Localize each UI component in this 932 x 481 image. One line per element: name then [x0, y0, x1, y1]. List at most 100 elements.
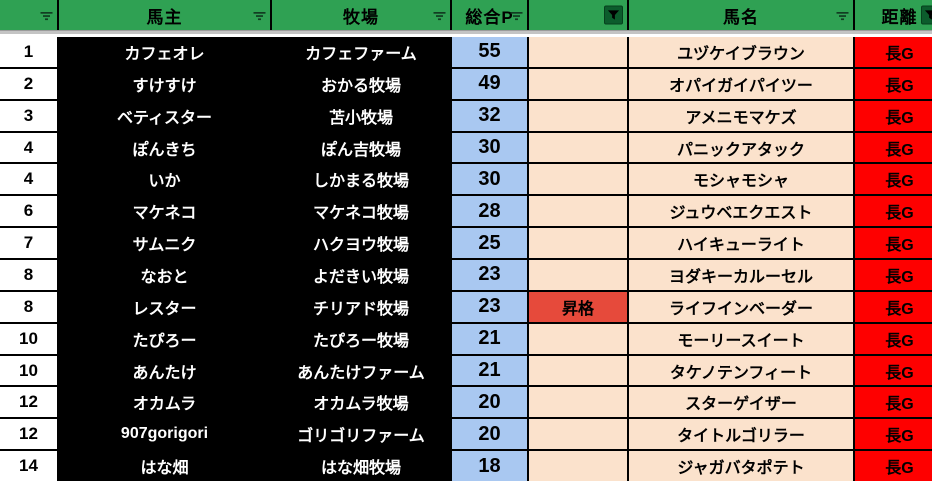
filter-active-funnel-icon[interactable] — [604, 5, 623, 25]
header-cell[interactable]: 距離 — [855, 0, 932, 30]
farm-cell[interactable]: オカムラ牧場 — [272, 387, 450, 418]
status-cell[interactable] — [529, 132, 627, 163]
points-cell[interactable]: 55 — [452, 37, 527, 67]
distance-cell[interactable]: 長G — [855, 387, 932, 418]
farm-cell[interactable]: はな畑牧場 — [272, 451, 450, 481]
owner-cell[interactable]: 907gorigori — [59, 419, 270, 450]
points-cell[interactable]: 25 — [452, 228, 527, 259]
horse-name-cell[interactable]: パニックアタック — [629, 132, 853, 163]
rank-cell[interactable]: 12 — [0, 387, 57, 418]
owner-cell[interactable]: マケネコ — [59, 196, 270, 227]
owner-cell[interactable]: オカムラ — [59, 387, 270, 418]
rank-cell[interactable]: 4 — [0, 164, 57, 195]
farm-cell[interactable]: カフェファーム — [272, 37, 450, 67]
rank-cell[interactable]: 10 — [0, 323, 57, 354]
rank-cell[interactable]: 8 — [0, 291, 57, 322]
distance-cell[interactable]: 長G — [855, 260, 932, 290]
header-cell[interactable]: 総合P — [452, 0, 527, 30]
points-cell[interactable]: 49 — [452, 68, 527, 99]
distance-cell[interactable]: 長G — [855, 451, 932, 481]
filter-active-funnel-icon[interactable] — [921, 5, 932, 25]
distance-cell[interactable]: 長G — [855, 68, 932, 99]
status-cell[interactable] — [529, 323, 627, 354]
owner-cell[interactable]: ベティスター — [59, 100, 270, 131]
status-cell[interactable] — [529, 451, 627, 481]
status-cell[interactable] — [529, 228, 627, 259]
rank-cell[interactable]: 3 — [0, 100, 57, 131]
rank-cell[interactable]: 14 — [0, 451, 57, 481]
horse-name-cell[interactable]: ユヅケイブラウン — [629, 37, 853, 67]
status-cell[interactable] — [529, 196, 627, 227]
header-cell[interactable]: 馬主 — [59, 0, 270, 30]
points-cell[interactable]: 28 — [452, 196, 527, 227]
farm-cell[interactable]: あんたけファーム — [272, 355, 450, 386]
status-cell[interactable] — [529, 355, 627, 386]
horse-name-cell[interactable]: タケノテンフィート — [629, 355, 853, 386]
distance-cell[interactable]: 長G — [855, 164, 932, 195]
status-cell[interactable] — [529, 37, 627, 67]
distance-cell[interactable]: 長G — [855, 291, 932, 322]
rank-cell[interactable]: 7 — [0, 228, 57, 259]
distance-cell[interactable]: 長G — [855, 355, 932, 386]
owner-cell[interactable]: いか — [59, 164, 270, 195]
rank-cell[interactable]: 4 — [0, 132, 57, 163]
owner-cell[interactable]: カフェオレ — [59, 37, 270, 67]
status-cell[interactable] — [529, 419, 627, 450]
distance-cell[interactable]: 長G — [855, 37, 932, 67]
horse-name-cell[interactable]: アメニモマケズ — [629, 100, 853, 131]
farm-cell[interactable]: 苫小牧場 — [272, 100, 450, 131]
farm-cell[interactable]: しかまる牧場 — [272, 164, 450, 195]
farm-cell[interactable]: よだきい牧場 — [272, 260, 450, 290]
filter-dropdown-icon[interactable] — [433, 9, 446, 21]
filter-dropdown-icon[interactable] — [510, 9, 523, 21]
points-cell[interactable]: 30 — [452, 164, 527, 195]
distance-cell[interactable]: 長G — [855, 196, 932, 227]
rank-cell[interactable]: 8 — [0, 260, 57, 290]
owner-cell[interactable]: あんたけ — [59, 355, 270, 386]
owner-cell[interactable]: はな畑 — [59, 451, 270, 481]
farm-cell[interactable]: ハクヨウ牧場 — [272, 228, 450, 259]
rank-cell[interactable]: 6 — [0, 196, 57, 227]
farm-cell[interactable]: ゴリゴリファーム — [272, 419, 450, 450]
horse-name-cell[interactable]: ハイキューライト — [629, 228, 853, 259]
owner-cell[interactable]: なおと — [59, 260, 270, 290]
points-cell[interactable]: 23 — [452, 260, 527, 290]
owner-cell[interactable]: たぴろー — [59, 323, 270, 354]
distance-cell[interactable]: 長G — [855, 323, 932, 354]
horse-name-cell[interactable]: スターゲイザー — [629, 387, 853, 418]
horse-name-cell[interactable]: ヨダキーカルーセル — [629, 260, 853, 290]
points-cell[interactable]: 32 — [452, 100, 527, 131]
owner-cell[interactable]: サムニク — [59, 228, 270, 259]
points-cell[interactable]: 23 — [452, 291, 527, 322]
header-cell[interactable] — [529, 0, 627, 30]
status-cell[interactable] — [529, 100, 627, 131]
status-cell[interactable] — [529, 164, 627, 195]
distance-cell[interactable]: 長G — [855, 419, 932, 450]
farm-cell[interactable]: たぴろー牧場 — [272, 323, 450, 354]
rank-cell[interactable]: 10 — [0, 355, 57, 386]
status-cell[interactable] — [529, 260, 627, 290]
farm-cell[interactable]: ぽん吉牧場 — [272, 132, 450, 163]
owner-cell[interactable]: ぽんきち — [59, 132, 270, 163]
horse-name-cell[interactable]: ジャガバタポテト — [629, 451, 853, 481]
points-cell[interactable]: 21 — [452, 355, 527, 386]
filter-dropdown-icon[interactable] — [40, 9, 53, 21]
header-cell[interactable]: 馬名 — [629, 0, 853, 30]
farm-cell[interactable]: チリアド牧場 — [272, 291, 450, 322]
horse-name-cell[interactable]: ジュウベエクエスト — [629, 196, 853, 227]
points-cell[interactable]: 30 — [452, 132, 527, 163]
points-cell[interactable]: 20 — [452, 387, 527, 418]
horse-name-cell[interactable]: オパイガイパイツー — [629, 68, 853, 99]
filter-dropdown-icon[interactable] — [253, 9, 266, 21]
points-cell[interactable]: 21 — [452, 323, 527, 354]
status-cell[interactable] — [529, 68, 627, 99]
owner-cell[interactable]: すけすけ — [59, 68, 270, 99]
rank-cell[interactable]: 1 — [0, 37, 57, 67]
status-cell[interactable] — [529, 387, 627, 418]
rank-cell[interactable]: 12 — [0, 419, 57, 450]
header-cell[interactable] — [0, 0, 57, 30]
distance-cell[interactable]: 長G — [855, 100, 932, 131]
rank-cell[interactable]: 2 — [0, 68, 57, 99]
status-cell[interactable]: 昇格 — [529, 291, 627, 322]
horse-name-cell[interactable]: タイトルゴリラー — [629, 419, 853, 450]
